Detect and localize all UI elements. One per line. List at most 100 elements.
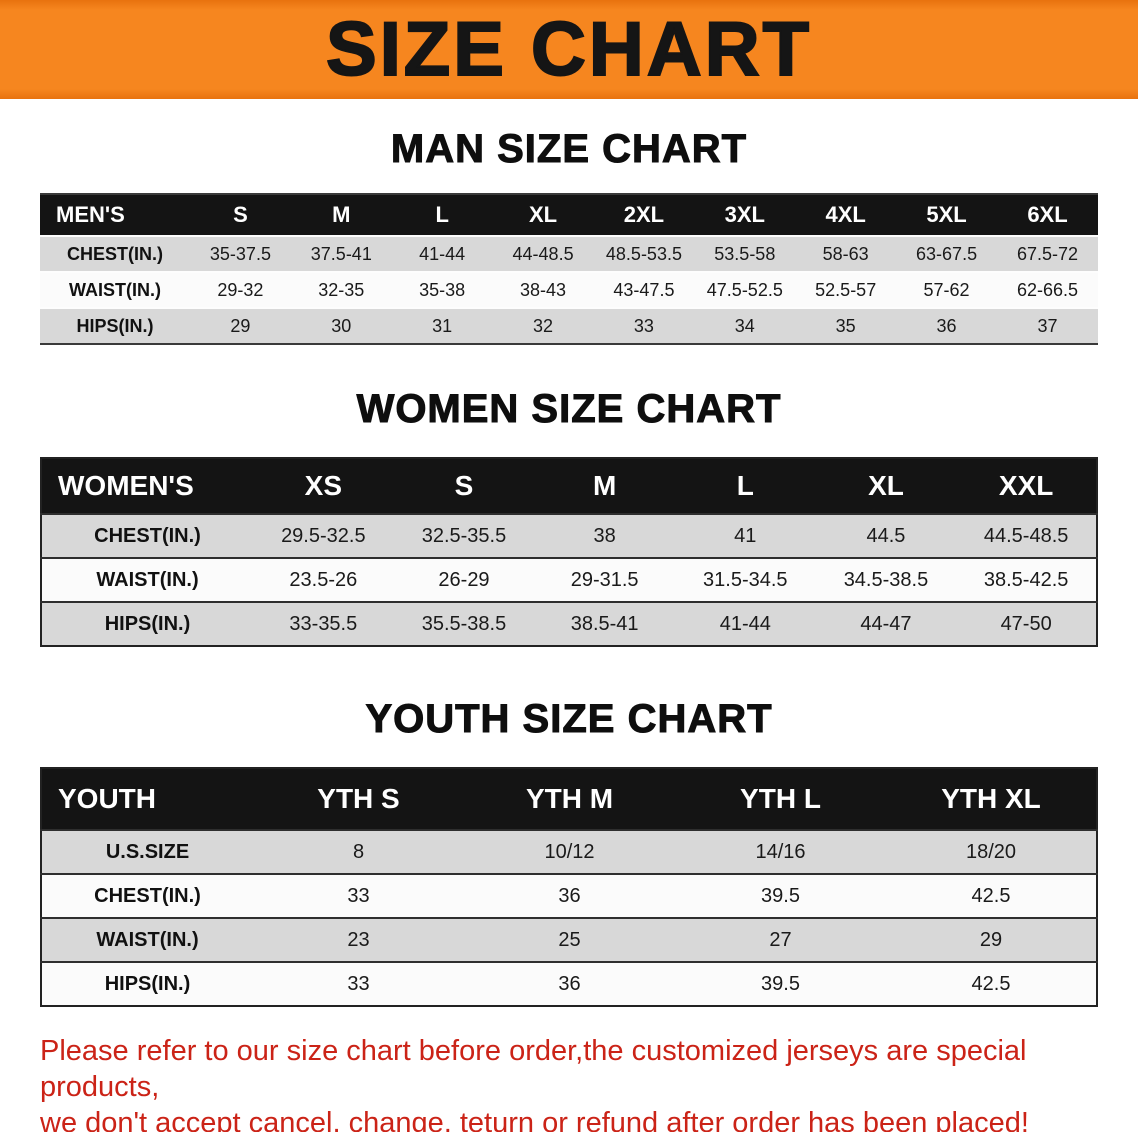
size-value: 26-29 <box>438 568 490 591</box>
size-column-header: XL <box>492 194 594 236</box>
measurement-label: WAIST(IN.) <box>96 928 199 951</box>
men-size-chart-section: MAN SIZE CHART MEN'S S M L XL 2XL 3XL 4XL 5XL 6XL… <box>0 127 1138 345</box>
size-value: 44.5-48.5 <box>983 524 1069 547</box>
size-value: 31.5-34.5 <box>703 568 788 591</box>
size-value: 44-48.5 <box>512 243 574 264</box>
size-value: 63-67.5 <box>916 243 978 264</box>
size-value: 53.5-58 <box>714 243 776 264</box>
size-value: 29-32 <box>217 279 264 300</box>
men-section-heading: MAN SIZE CHART <box>390 127 748 172</box>
size-value: 10/12 <box>544 840 595 863</box>
size-value: 34.5-38.5 <box>843 568 929 591</box>
size-value: 27 <box>769 928 792 951</box>
size-value: 31 <box>432 315 453 336</box>
size-column-header: M <box>290 194 392 236</box>
size-value: 36 <box>558 972 581 995</box>
measurement-row: CHEST(IN.) 33 36 39.5 42.5 <box>41 874 1097 918</box>
size-value: 23 <box>347 928 370 951</box>
table-header-row: MEN'S S M L XL 2XL 3XL 4XL 5XL 6XL <box>40 194 1098 236</box>
size-value: 33 <box>347 972 370 995</box>
size-value: 39.5 <box>761 884 800 907</box>
size-value: 36 <box>558 884 581 907</box>
table-header-row: YOUTH YTH S YTH M YTH L YTH XL <box>41 768 1097 830</box>
size-column-header: XS <box>253 458 394 514</box>
youth-size-chart-section: YOUTH SIZE CHART YOUTH YTH S YTH M YTH L YTH… <box>0 697 1138 1007</box>
size-value: 39.5 <box>761 972 800 995</box>
measurement-row: WAIST(IN.) 23 25 27 29 <box>41 918 1097 962</box>
measurement-label: WAIST(IN.) <box>69 279 161 300</box>
measurement-row: HIPS(IN.) 33-35.5 35.5-38.5 38.5-41 41-44 44-… <box>41 602 1097 646</box>
size-column-header: S <box>190 194 291 236</box>
size-value: 42.5 <box>971 972 1011 995</box>
women-section-heading: WOMEN SIZE CHART <box>356 387 782 432</box>
size-value: 57-62 <box>923 279 970 300</box>
disclaimer-note: Please refer to our size chart before or… <box>40 1033 1138 1132</box>
measurement-label: CHEST(IN.) <box>67 243 163 264</box>
size-value: 52.5-57 <box>815 279 877 300</box>
size-value: 33 <box>633 315 654 336</box>
size-value: 32 <box>533 315 554 336</box>
size-value: 34 <box>734 315 755 336</box>
size-value: 30 <box>331 315 352 336</box>
size-value: 32-35 <box>318 279 365 300</box>
size-value: 47-50 <box>1000 612 1052 635</box>
size-column-header: 5XL <box>896 194 997 236</box>
size-value: 33-35.5 <box>289 612 358 635</box>
size-column-header: 3XL <box>694 194 796 236</box>
measurement-label: CHEST(IN.) <box>94 524 201 547</box>
size-value: 29 <box>230 315 251 336</box>
men-size-table: MEN'S S M L XL 2XL 3XL 4XL 5XL 6XL CHEST(IN.) 35-37… <box>40 193 1098 345</box>
measurement-label: HIPS(IN.) <box>104 612 191 635</box>
size-value: 37.5-41 <box>310 243 372 264</box>
table-title-cell: MEN'S <box>40 194 190 236</box>
measurement-row: HIPS(IN.) 33 36 39.5 42.5 <box>41 962 1097 1006</box>
measurement-row: WAIST(IN.) 29-32 32-35 35-38 38-43 43-47.5 47.… <box>40 272 1098 308</box>
size-value: 42.5 <box>971 884 1011 907</box>
measurement-row: HIPS(IN.) 29 30 31 32 33 34 35 36 37 <box>40 308 1098 344</box>
measurement-label: WAIST(IN.) <box>96 568 199 591</box>
size-column-header: YTH M <box>464 768 675 830</box>
measurement-row: CHEST(IN.) 29.5-32.5 32.5-35.5 38 41 44.5 44.5… <box>41 514 1097 558</box>
size-column-header: 2XL <box>593 194 695 236</box>
youth-size-table: YOUTH YTH S YTH M YTH L YTH XL U.S.SIZE 8 10/12… <box>40 767 1098 1007</box>
measurement-row: CHEST(IN.) 35-37.5 37.5-41 41-44 44-48.5 48.5… <box>40 236 1098 272</box>
table-header-row: WOMEN'S XS S M L XL XXL <box>41 458 1097 514</box>
size-column-header: L <box>391 194 493 236</box>
size-column-header: YTH S <box>253 768 464 830</box>
measurement-label: CHEST(IN.) <box>94 884 201 907</box>
size-value: 44.5 <box>866 524 906 547</box>
size-column-header: M <box>534 458 675 514</box>
size-value: 62-66.5 <box>1016 279 1079 300</box>
size-value: 23.5-26 <box>289 568 358 591</box>
measurement-row: U.S.SIZE 8 10/12 14/16 18/20 <box>41 830 1097 874</box>
size-value: 14/16 <box>755 840 806 863</box>
size-value: 33 <box>347 884 370 907</box>
measurement-row: WAIST(IN.) 23.5-26 26-29 29-31.5 31.5-34.5 34… <box>41 558 1097 602</box>
size-column-header: 4XL <box>795 194 897 236</box>
size-value: 25 <box>558 928 581 951</box>
size-value: 38.5-41 <box>570 612 639 635</box>
measurement-label: HIPS(IN.) <box>76 315 154 336</box>
size-column-header: XXL <box>956 458 1097 514</box>
size-value: 29.5-32.5 <box>281 524 366 547</box>
measurement-label: HIPS(IN.) <box>104 972 191 995</box>
size-column-header: S <box>393 458 535 514</box>
banner: SIZE CHART <box>0 0 1138 99</box>
size-column-header: YTH L <box>675 768 886 830</box>
size-value: 41-44 <box>419 243 466 264</box>
size-value: 36 <box>936 315 957 336</box>
disclaimer-line-2: we don't accept cancel, change, teturn o… <box>40 1107 1029 1132</box>
size-value: 47.5-52.5 <box>706 279 783 300</box>
size-value: 43-47.5 <box>613 279 675 300</box>
women-size-chart-section: WOMEN SIZE CHART WOMEN'S XS S M L XL XXL CHEST(… <box>0 387 1138 647</box>
table-title-cell: YOUTH <box>41 768 253 830</box>
size-value: 29-31.5 <box>570 568 639 591</box>
size-value: 18/20 <box>965 840 1017 863</box>
size-value: 35-37.5 <box>209 243 271 264</box>
size-value: 35-38 <box>419 279 466 300</box>
size-value: 48.5-53.5 <box>605 243 682 264</box>
size-column-header: XL <box>815 458 957 514</box>
size-value: 41 <box>734 524 757 547</box>
size-value: 8 <box>352 840 365 863</box>
